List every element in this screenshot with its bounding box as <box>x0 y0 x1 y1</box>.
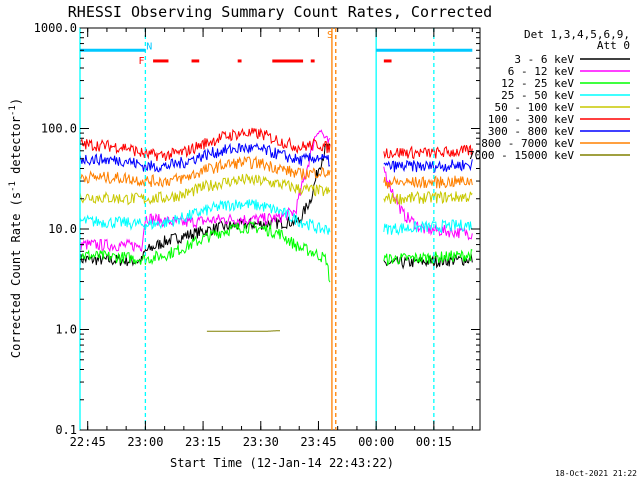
legend-header: Att 0 <box>597 39 630 52</box>
series-line <box>79 220 331 283</box>
flag-label: F <box>139 56 145 67</box>
flag-bars: NF S <box>80 30 473 67</box>
series-layer <box>79 127 473 332</box>
series-line <box>383 190 473 206</box>
legend-entry: 6 - 12 keV <box>508 65 575 78</box>
series-line <box>79 143 331 267</box>
series-line <box>383 175 473 189</box>
y-axis-label: Corrected Count Rate (s-1 detector-1) <box>8 98 23 358</box>
legend-entry: 12 - 25 keV <box>501 77 574 90</box>
x-axis-ticks: 22:45 23:00 23:15 23:30 23:45 00:00 00:15 <box>70 28 473 449</box>
x-tick-label: 00:15 <box>416 435 452 449</box>
series-line <box>383 144 473 160</box>
legend-entry: 300 - 800 keV <box>488 125 574 138</box>
y-tick-label: 100.0 <box>41 122 77 136</box>
legend-entry: 50 - 100 keV <box>495 101 575 114</box>
series-line <box>383 159 473 174</box>
legend-header: Det 1,3,4,5,6,9, <box>524 28 630 41</box>
legend-entry: 800 - 7000 keV <box>481 137 574 150</box>
series-line <box>79 127 331 162</box>
x-tick-label: 23:45 <box>300 435 336 449</box>
legend-entry: 7000 - 15000 keV <box>468 149 574 162</box>
x-tick-label: 22:45 <box>70 435 106 449</box>
x-tick-label: 23:15 <box>185 435 221 449</box>
render-timestamp: 18-Oct-2021 21:22 <box>555 469 637 478</box>
vertical-markers <box>79 28 435 430</box>
x-axis-label: Start Time (12-Jan-14 22:43:22) <box>170 456 394 470</box>
y-tick-label: 1.0 <box>55 323 77 337</box>
series-line <box>206 330 280 332</box>
y-tick-label: 0.1 <box>55 423 77 437</box>
flag-label: S <box>327 30 333 41</box>
x-tick-label: 23:30 <box>243 435 279 449</box>
series-line <box>383 248 473 266</box>
y-axis-ticks: 0.1 1.0 10.0 100.0 1000.0 <box>34 21 480 437</box>
series-line <box>79 199 331 235</box>
x-tick-label: 23:00 <box>127 435 163 449</box>
legend-entry: 3 - 6 keV <box>514 53 574 66</box>
legend-entry: 25 - 50 keV <box>501 89 574 102</box>
y-tick-label: 1000.0 <box>34 21 77 35</box>
y-tick-label: 10.0 <box>48 222 77 236</box>
chart-title: RHESSI Observing Summary Count Rates, Co… <box>68 3 492 21</box>
series-line <box>79 129 331 253</box>
series-line <box>383 219 473 236</box>
flag-label: N <box>146 41 152 52</box>
legend-entry: 100 - 300 keV <box>488 113 574 126</box>
series-line <box>79 173 331 206</box>
x-tick-label: 00:00 <box>358 435 394 449</box>
series-line <box>79 142 331 173</box>
series-line <box>79 155 331 188</box>
